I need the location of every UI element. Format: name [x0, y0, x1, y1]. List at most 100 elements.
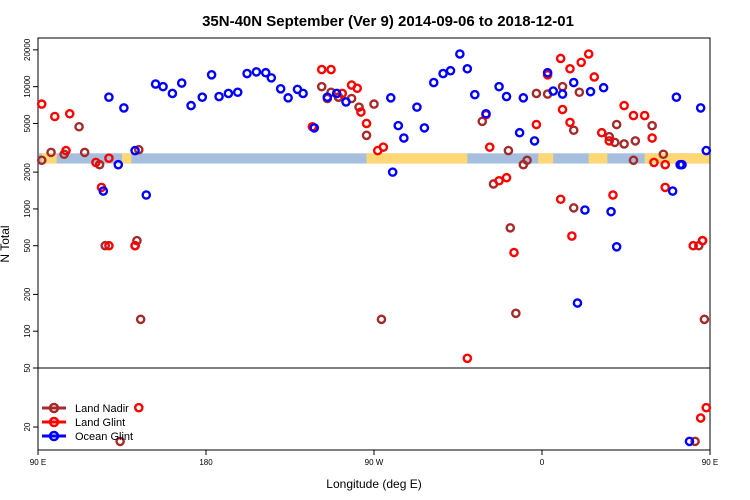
data-point-land-nadir	[619, 139, 629, 149]
data-point-ocean-glint	[675, 159, 685, 170]
data-point-land-glint	[316, 64, 327, 75]
data-point-land-glint	[628, 110, 639, 121]
y-main-tick-label: 100	[23, 324, 32, 338]
lower-plot-frame	[37, 367, 711, 451]
data-point-ocean-glint	[98, 186, 109, 196]
legend-label-land-glint: Land Glint	[75, 417, 125, 429]
data-point-ocean-glint	[548, 86, 559, 96]
data-point-ocean-glint	[695, 103, 706, 113]
data-point-land-glint	[501, 172, 512, 183]
data-point-ocean-glint	[119, 103, 129, 113]
data-point-ocean-glint	[206, 70, 217, 80]
data-point-ocean-glint	[283, 93, 293, 103]
data-point-ocean-glint	[387, 167, 398, 177]
data-point-ocean-glint	[158, 81, 168, 92]
data-point-ocean-glint	[585, 86, 596, 97]
land-band-segment	[644, 153, 710, 164]
data-point-ocean-glint	[701, 145, 712, 156]
data-point-ocean-glint	[445, 65, 456, 76]
data-point-land-nadir	[628, 155, 639, 166]
data-point-ocean-glint	[671, 92, 682, 102]
data-point-land-nadir	[369, 99, 379, 109]
data-point-land-nadir	[630, 136, 641, 146]
y-axis-label: N Total	[0, 225, 12, 262]
data-point-ocean-glint	[399, 133, 409, 143]
data-point-land-glint	[701, 402, 712, 413]
data-point-land-nadir	[477, 116, 488, 127]
data-point-land-nadir	[46, 147, 56, 158]
legend: Land Nadir Land Glint Ocean Glint	[42, 402, 133, 443]
data-point-ocean-glint	[214, 91, 224, 102]
data-point-ocean-glint	[242, 68, 252, 79]
y-lower-tick-label: 20	[23, 422, 32, 431]
data-point-land-glint	[649, 157, 659, 168]
legend-marker-land-glint	[48, 416, 60, 428]
data-point-land-glint	[688, 240, 699, 251]
data-point-land-nadir	[557, 81, 568, 92]
y-main-tick-label: 200	[23, 287, 32, 301]
data-point-ocean-glint	[412, 102, 422, 112]
data-point-ocean-glint	[684, 436, 695, 447]
x-tick-label: 90 W	[365, 458, 384, 467]
data-point-land-nadir	[354, 102, 364, 112]
data-point-land-glint	[695, 413, 706, 423]
data-point-land-nadir	[647, 120, 657, 131]
data-point-land-nadir	[376, 314, 387, 325]
data-point-ocean-glint	[167, 88, 178, 99]
data-point-ocean-glint	[501, 91, 512, 102]
main-plot-frame	[37, 37, 711, 369]
data-point-land-glint	[337, 88, 348, 99]
data-point-ocean-glint	[598, 82, 609, 93]
data-point-land-nadir	[115, 436, 125, 447]
data-point-ocean-glint	[298, 88, 308, 99]
land-ocean-mask	[39, 153, 710, 164]
data-point-land-glint	[555, 194, 566, 205]
data-point-ocean-glint	[462, 63, 473, 74]
data-point-ocean-glint	[223, 88, 234, 99]
data-point-land-nadir	[316, 81, 327, 92]
data-point-land-glint	[104, 153, 114, 163]
y-main-tick-label: 5000	[23, 114, 32, 132]
data-point-ocean-glint	[455, 49, 465, 59]
data-point-land-glint	[378, 142, 389, 152]
x-tick-label: 90 E	[30, 458, 46, 467]
data-point-land-glint	[619, 100, 629, 111]
data-point-ocean-glint	[251, 67, 262, 77]
data-point-land-glint	[697, 235, 708, 246]
data-point-ocean-glint	[518, 93, 529, 103]
series-ocean-glint	[98, 49, 712, 447]
data-point-land-glint	[576, 57, 587, 68]
y-main-tick-label: 1000	[23, 199, 32, 217]
data-point-land-glint	[531, 119, 542, 130]
data-point-land-glint	[583, 49, 594, 59]
data-point-land-glint	[509, 247, 519, 258]
data-point-land-glint	[604, 136, 615, 146]
data-point-ocean-glint	[428, 77, 439, 88]
series-land-nadir	[36, 81, 710, 447]
data-point-ocean-glint	[469, 89, 480, 100]
data-point-ocean-glint	[150, 79, 161, 89]
data-point-ocean-glint	[113, 159, 124, 170]
data-point-land-glint	[608, 190, 618, 200]
data-point-land-glint	[565, 117, 575, 128]
data-point-land-glint	[565, 63, 575, 74]
legend-entry-ocean-glint: Ocean Glint	[42, 430, 133, 443]
land-band-segment	[588, 153, 608, 164]
y-main-tick-label: 500	[23, 239, 32, 253]
legend-entry-land-nadir: Land Nadir	[42, 402, 129, 415]
data-point-ocean-glint	[611, 242, 622, 252]
data-point-ocean-glint	[481, 108, 491, 119]
data-point-land-nadir	[132, 235, 142, 246]
x-tick-label: 0	[540, 458, 545, 467]
data-point-ocean-glint	[529, 136, 540, 146]
data-point-ocean-glint	[542, 67, 553, 78]
data-point-land-glint	[462, 353, 473, 364]
data-point-land-nadir	[611, 119, 622, 130]
data-point-land-nadir	[503, 145, 514, 156]
data-point-land-nadir	[100, 240, 110, 251]
data-point-land-glint	[647, 133, 657, 143]
data-point-land-glint	[589, 72, 600, 82]
data-point-ocean-glint	[572, 298, 583, 308]
data-point-land-nadir	[568, 125, 579, 136]
